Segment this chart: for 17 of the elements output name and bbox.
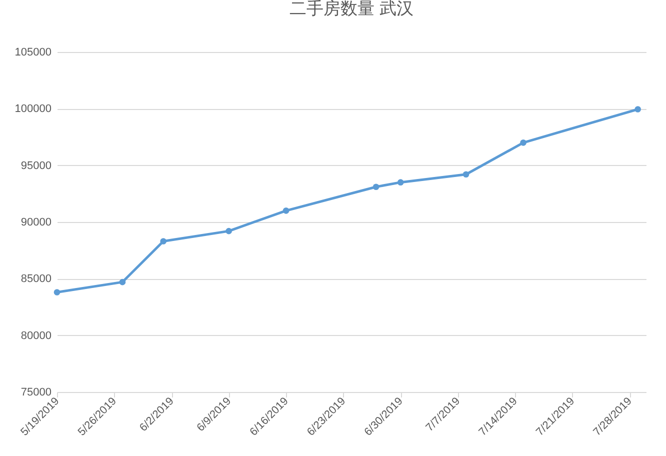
y-tick-label: 75000 (20, 386, 52, 398)
point (282, 208, 290, 214)
point (54, 289, 60, 296)
y-tick-label: 105000 (14, 46, 52, 58)
point (462, 171, 470, 178)
y-tick-label: 100000 (14, 103, 52, 116)
point (397, 179, 404, 186)
point (520, 140, 526, 146)
y-tick-label: 95000 (20, 160, 52, 172)
point (119, 278, 126, 286)
point (372, 184, 380, 190)
point (226, 228, 232, 234)
y-tick-label: 85000 (20, 273, 52, 286)
point (160, 238, 167, 244)
y-tick-label: 90000 (20, 216, 52, 228)
point (634, 106, 641, 112)
y-tick-label: 80000 (20, 330, 52, 342)
